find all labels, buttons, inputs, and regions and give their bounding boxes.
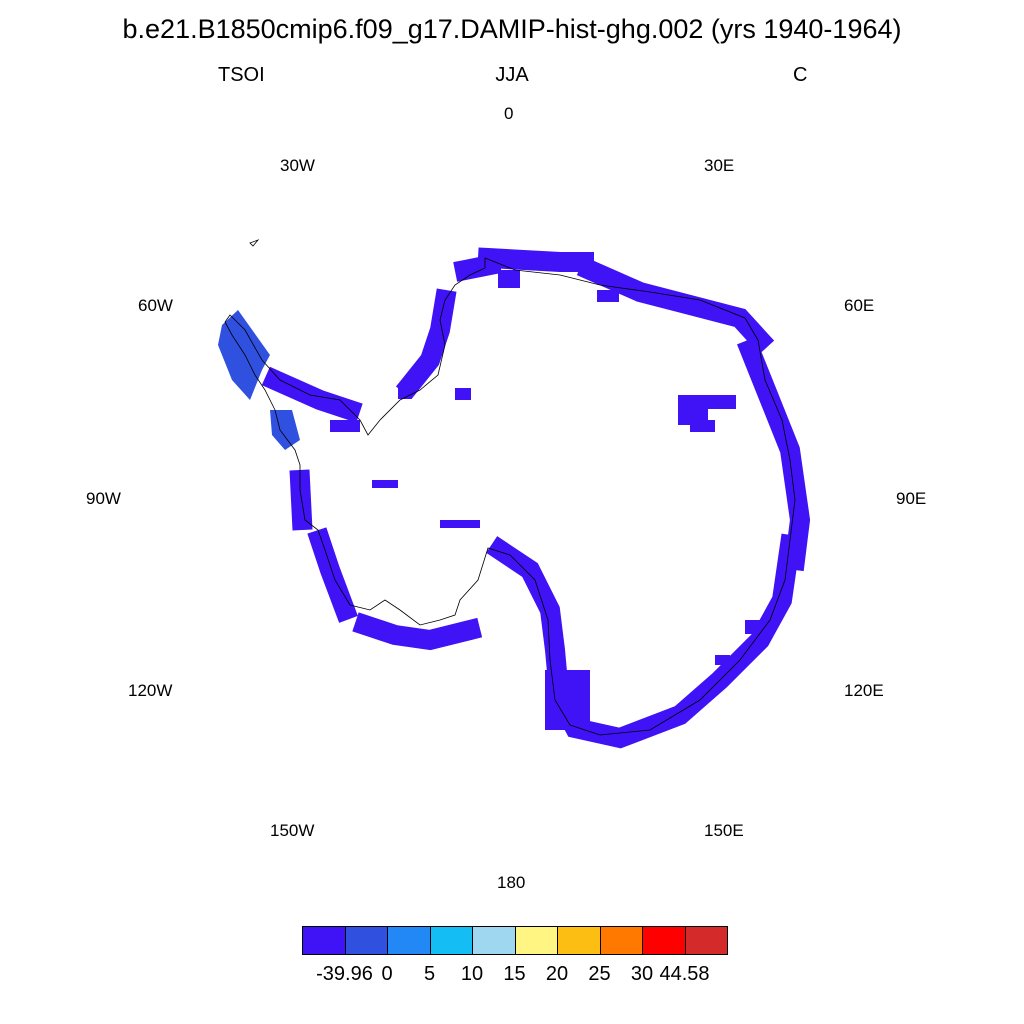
lon-label-120e: 120E xyxy=(844,681,884,700)
colorbar-swatch xyxy=(302,926,346,955)
colorbar-label: 5 xyxy=(423,963,436,985)
colorbar-label: 20 xyxy=(545,963,569,985)
colorbar-swatch xyxy=(557,926,601,955)
lon-label-60e: 60E xyxy=(844,296,875,315)
variable-name: TSOI xyxy=(218,64,265,86)
coastal-band-ross-west xyxy=(486,536,571,716)
lon-label-120w: 120W xyxy=(128,681,173,700)
colorbar-swatch xyxy=(684,926,728,955)
lon-label-90e: 90E xyxy=(896,489,927,508)
lon-label-60w: 60W xyxy=(138,296,173,315)
coastal-band-east xyxy=(546,533,802,749)
coastal-band-east xyxy=(477,247,594,272)
lon-label-30w: 30W xyxy=(280,156,315,175)
colorbar-swatch xyxy=(472,926,516,955)
colorbar-swatch xyxy=(514,926,558,955)
coastal-band-peninsula xyxy=(261,366,363,423)
colorbar-label: 25 xyxy=(588,963,611,985)
coastal-band-east xyxy=(737,337,811,572)
soil-temperature-fill-blocks xyxy=(330,270,765,730)
lon-label-180: 180 xyxy=(497,873,526,892)
colorbar-swatch xyxy=(429,926,473,955)
lon-label-150e: 150E xyxy=(704,821,744,840)
lon-label-90w: 90W xyxy=(86,489,121,508)
colorbar-label: 10 xyxy=(460,963,484,985)
colorbar-swatch xyxy=(344,926,388,955)
dronning-maud-coast xyxy=(453,253,502,282)
colorbar-swatch xyxy=(599,926,643,955)
lon-label-30e: 30E xyxy=(704,156,735,175)
colorbar-label: 0 xyxy=(381,963,393,985)
weddell-coast xyxy=(395,288,457,400)
lon-label-150w: 150W xyxy=(270,821,315,840)
units-label: C xyxy=(793,64,808,86)
coastal-band-ross-east xyxy=(352,612,483,651)
lon-label-0: 0 xyxy=(504,104,514,123)
colorbar-label: -39.96 xyxy=(316,963,373,985)
colorbar-swatch xyxy=(387,926,431,955)
colorbar-label: 15 xyxy=(503,963,526,985)
colorbar-label: 30 xyxy=(630,963,654,985)
coastal-band-east xyxy=(576,256,775,355)
plot-title: b.e21.B1850cmip6.f09_g17.DAMIP-hist-ghg.… xyxy=(122,14,902,44)
season-label: JJA xyxy=(495,64,529,86)
coastline xyxy=(224,239,796,736)
colorbar-swatch xyxy=(642,926,686,955)
coastal-band-amundsen xyxy=(307,527,358,623)
soil-temperature-fill xyxy=(261,247,811,749)
colorbar-label: 44.58 xyxy=(659,963,710,985)
